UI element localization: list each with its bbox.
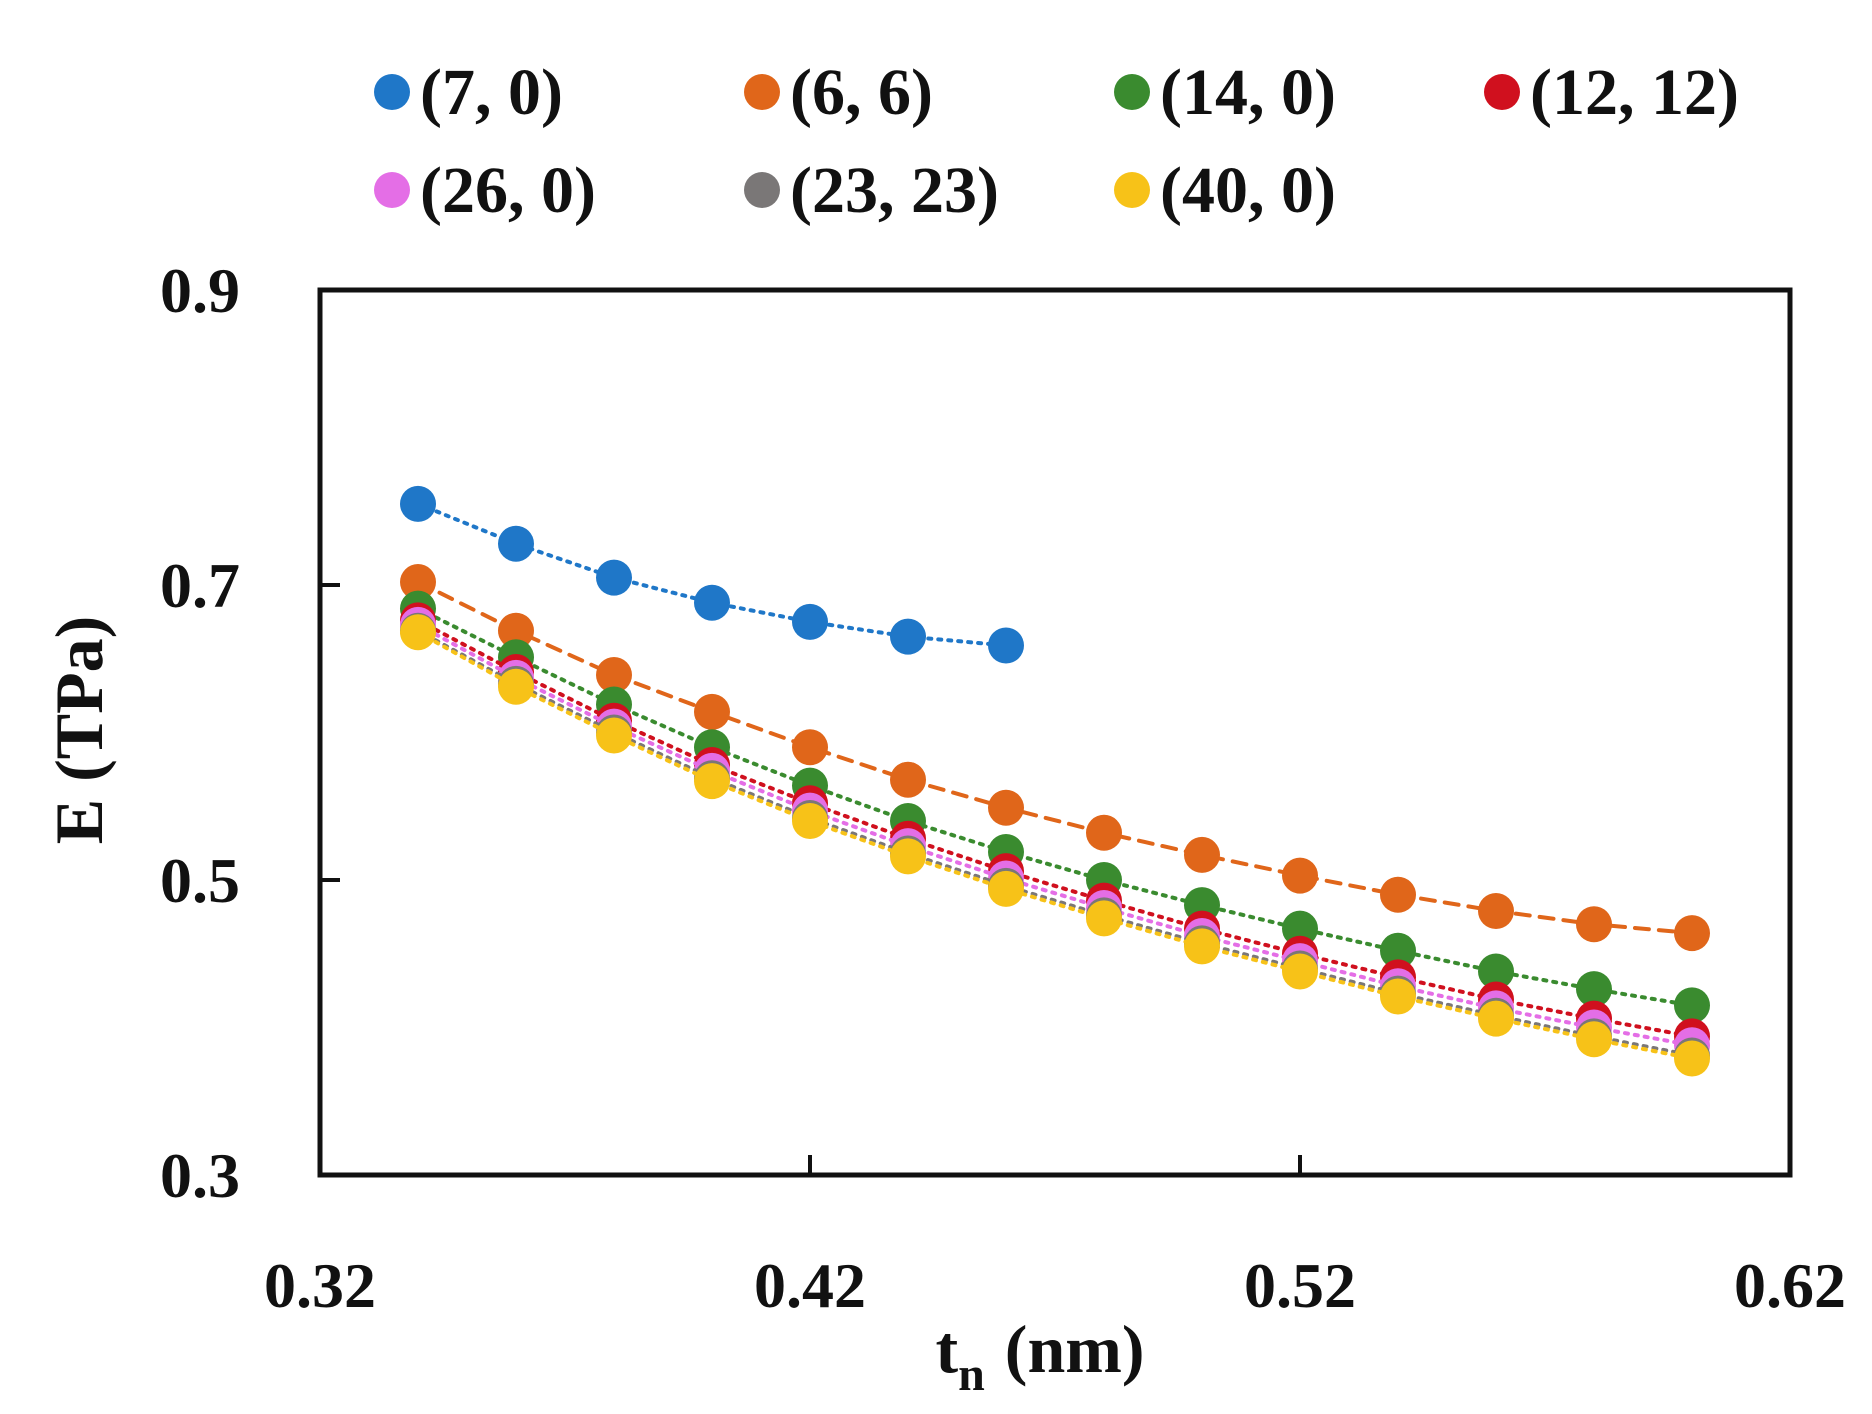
series-12-12 [400, 602, 1710, 1055]
data-point [792, 803, 828, 839]
legend-label: (7, 0) [420, 56, 563, 129]
series-7-0 [400, 485, 1024, 664]
legend-label: (14, 0) [1160, 56, 1336, 129]
series-line [416, 606, 1694, 1008]
data-point [498, 525, 534, 562]
data-point [596, 656, 632, 693]
x-axis-label-symbol: t [935, 1311, 958, 1387]
axes: 0.32 0.42 0.52 0.62 0.3 0.5 0.7 0.9 [160, 255, 1846, 1321]
data-point [694, 584, 730, 621]
legend-label: (6, 6) [790, 56, 933, 129]
x-tick-label: 0.42 [754, 1250, 866, 1321]
legend-label: (12, 12) [1530, 56, 1739, 129]
legend-item-26-0: (26, 0) [374, 154, 596, 227]
legend-marker [1484, 74, 1520, 110]
legend: (7, 0) (6, 6) (14, 0) (12, 12) (26, 0) (23, 2… [374, 56, 1739, 227]
series-40-0 [400, 614, 1710, 1077]
data-point [1184, 836, 1220, 873]
data-point [1380, 932, 1416, 969]
data-point [1478, 892, 1514, 929]
legend-item-23-23: (23, 23) [744, 154, 999, 227]
data-point [1380, 978, 1416, 1015]
data-point [1674, 1040, 1710, 1077]
data-point [890, 838, 926, 875]
data-point [1478, 1000, 1514, 1037]
legend-item-7-0: (7, 0) [374, 56, 563, 129]
legend-marker [1114, 172, 1150, 208]
x-tick-label: 0.62 [1734, 1250, 1846, 1321]
x-tick-label: 0.52 [1244, 1250, 1356, 1321]
x-axis-label: tn (nm) [935, 1311, 1144, 1401]
data-point [694, 693, 730, 730]
y-axis-ticks: 0.3 0.5 0.7 0.9 [160, 255, 340, 1211]
data-point [1086, 814, 1122, 851]
x-axis-ticks: 0.32 0.42 0.52 0.62 [264, 1155, 1846, 1321]
data-point [1380, 876, 1416, 913]
data-point [400, 614, 436, 651]
data-point [694, 763, 730, 800]
data-point [890, 618, 926, 655]
x-axis-label-unit: (nm) [1005, 1311, 1145, 1387]
data-point [1282, 910, 1318, 947]
data-point [988, 627, 1024, 664]
series-14-0 [400, 590, 1710, 1024]
data-point [400, 485, 436, 522]
data-point [1576, 906, 1612, 943]
data-point [792, 603, 828, 640]
legend-item-40-0: (40, 0) [1114, 154, 1336, 227]
legend-label: (23, 23) [790, 154, 999, 227]
legend-label: (26, 0) [420, 154, 596, 227]
data-point [1576, 1021, 1612, 1058]
data-point [1282, 953, 1318, 990]
legend-label: (40, 0) [1160, 154, 1336, 227]
legend-item-14-0: (14, 0) [1114, 56, 1336, 129]
data-point [1282, 857, 1318, 894]
y-tick-label: 0.9 [160, 255, 240, 326]
series-line [416, 580, 1694, 936]
series-6-6 [400, 564, 1710, 952]
legend-marker [744, 74, 780, 110]
legend-marker [744, 172, 780, 208]
data-point [1086, 900, 1122, 937]
x-axis-label-subscript: n [958, 1348, 985, 1401]
data-point [596, 559, 632, 596]
data-point [988, 870, 1024, 907]
legend-item-6-6: (6, 6) [744, 56, 933, 129]
y-tick-label: 0.7 [160, 550, 240, 621]
data-point [400, 564, 436, 601]
data-point [498, 612, 534, 649]
y-axis-label: E (TPa) [41, 616, 117, 845]
data-point [988, 789, 1024, 826]
plot-area-frame [317, 287, 1793, 1178]
legend-marker [1114, 74, 1150, 110]
data-point [890, 761, 926, 798]
data-point [1674, 987, 1710, 1024]
legend-item-12-12: (12, 12) [1484, 56, 1739, 129]
legend-marker [374, 74, 410, 110]
data-point [1576, 971, 1612, 1008]
data-point [498, 668, 534, 705]
data-point [792, 729, 828, 766]
data-point [1478, 953, 1514, 990]
data-point [1184, 928, 1220, 965]
y-tick-label: 0.5 [160, 845, 240, 916]
series-layer [400, 485, 1710, 1077]
data-point [596, 717, 632, 754]
x-tick-label: 0.32 [264, 1250, 376, 1321]
y-tick-label: 0.3 [160, 1140, 240, 1211]
legend-marker [374, 172, 410, 208]
data-point [1674, 915, 1710, 952]
